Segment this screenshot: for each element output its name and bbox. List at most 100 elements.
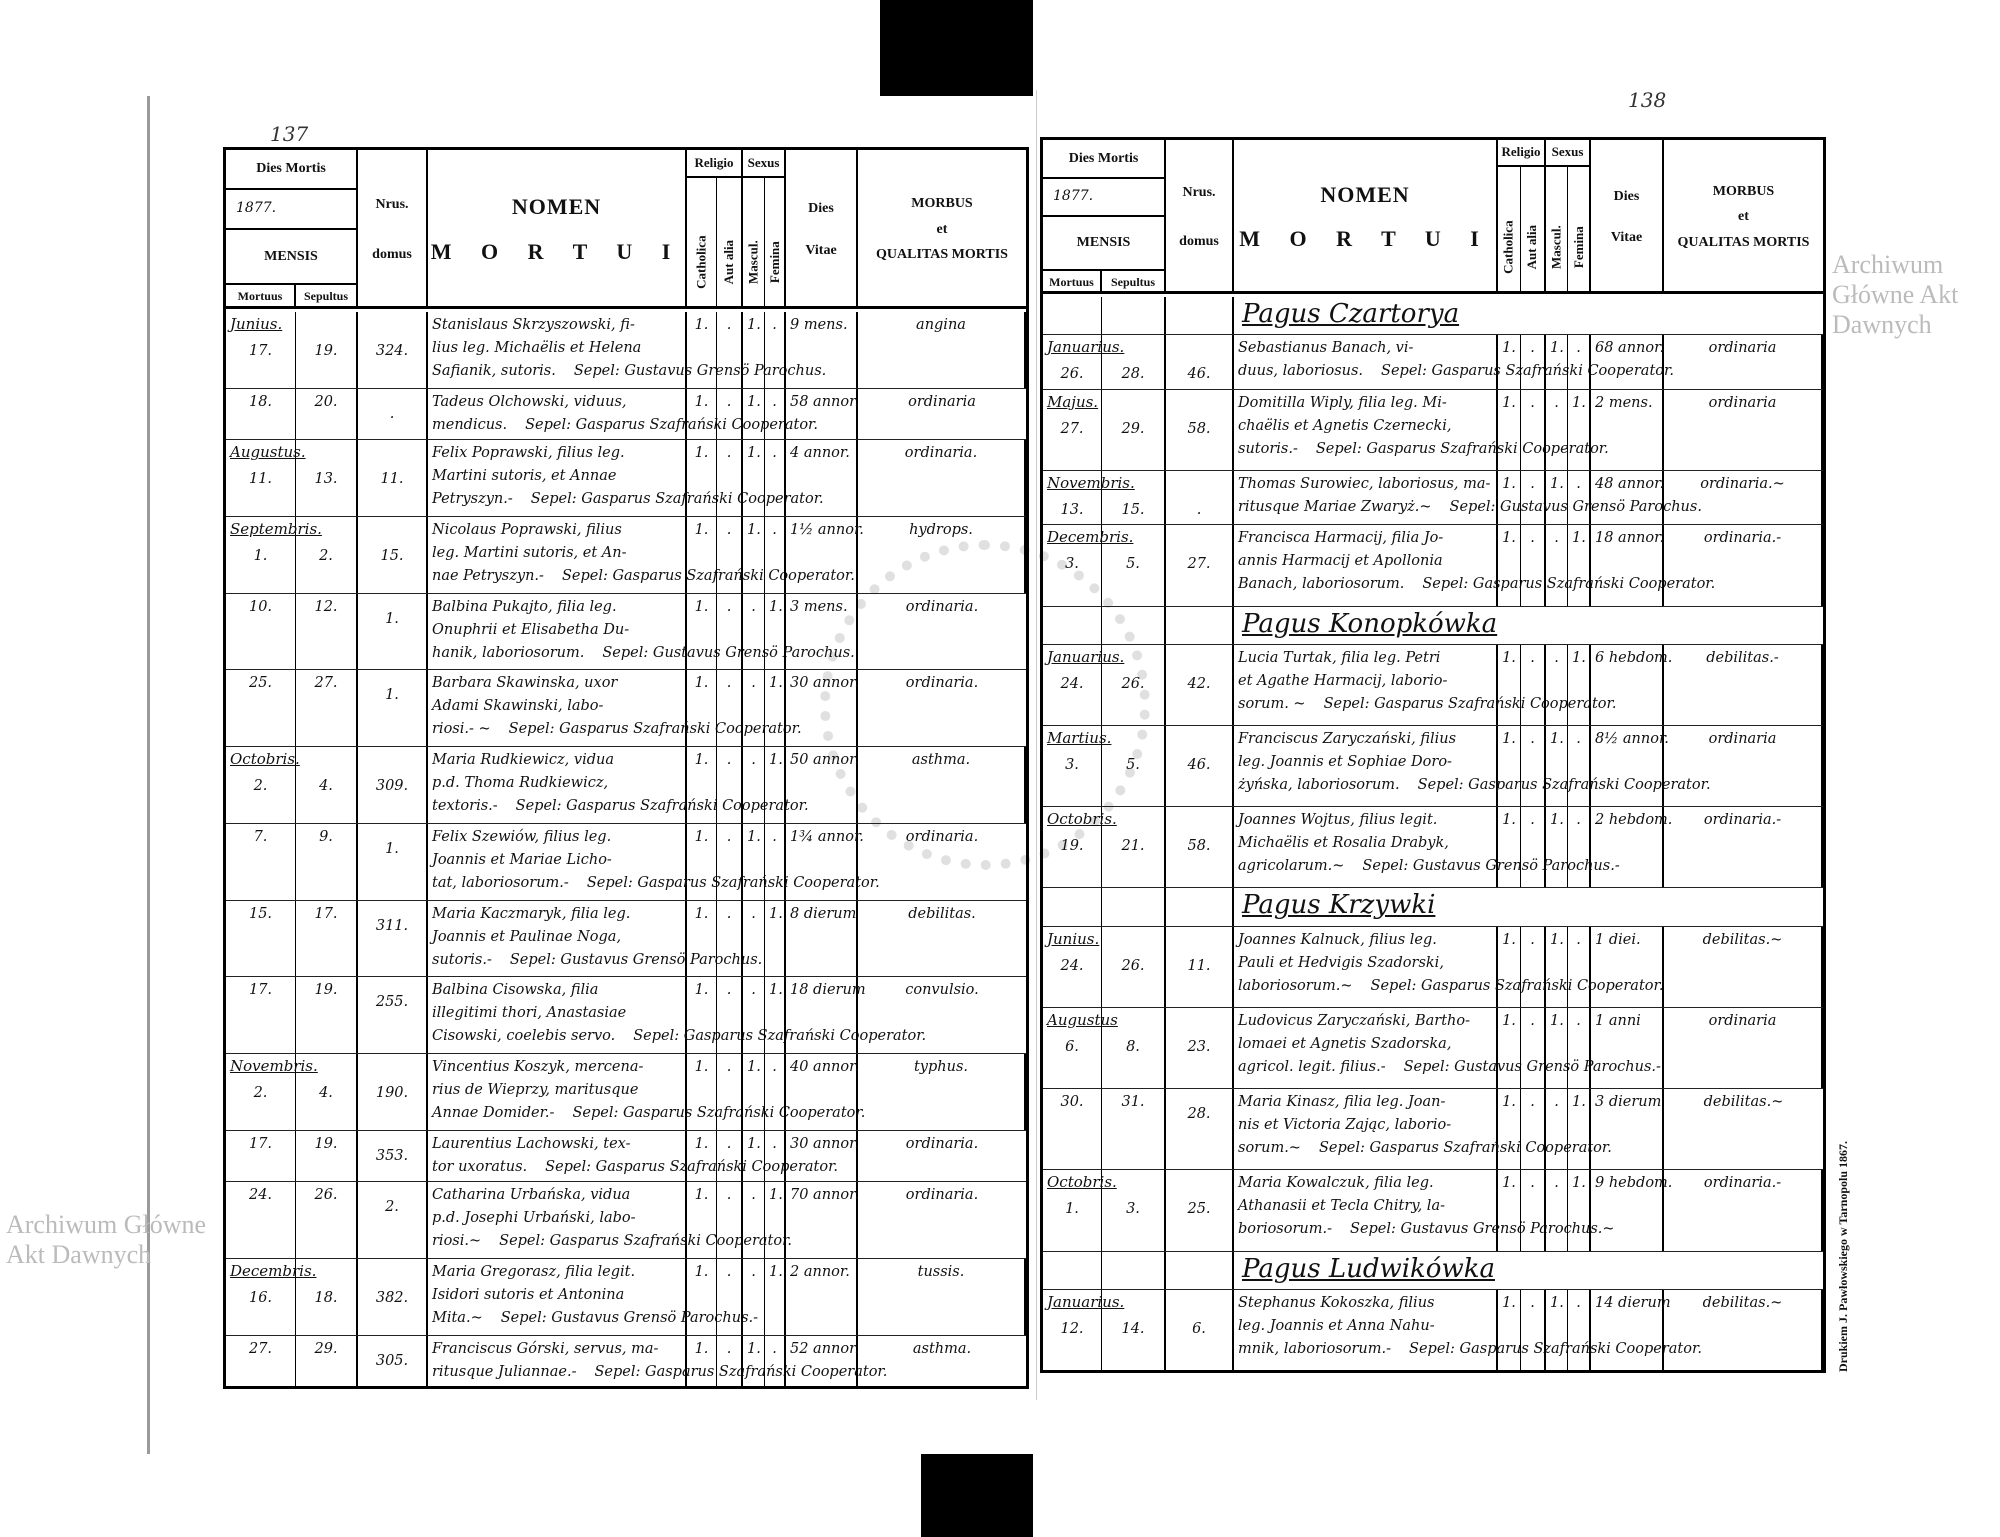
mortuus-day: 18.: [226, 388, 296, 440]
et-label: et: [936, 221, 948, 237]
cause-of-death: asthma.: [912, 1340, 972, 1357]
religion-other: .: [717, 440, 743, 516]
name-line: leg. Joannis et Sophiae Doro-: [1238, 754, 1452, 771]
religion-catholic: 1.: [687, 747, 717, 823]
cause-of-death: ordinaria.: [858, 440, 1026, 516]
cause-of-death: convulsio.: [905, 982, 979, 999]
register-entry: 17. 19. 324. Stanislaus Skrzyszowski, fi-li…: [226, 312, 1026, 389]
mortuus-day: 16.: [226, 1258, 296, 1335]
burial-note: Sepel: Gasparus Szafrański Cooperator.: [1318, 1140, 1612, 1157]
nomen-label: NOMEN: [511, 194, 602, 220]
mascul-label-cell: Mascul.: [1546, 167, 1568, 294]
burial-note: Sepel: Gasparus Szafrański Cooperator.: [1422, 576, 1716, 593]
name-line: Pauli et Hedvigis Szadorski,: [1238, 954, 1444, 971]
age-at-death: 30 annor.: [786, 1130, 859, 1182]
age-at-death: 6 hebdom.: [1591, 645, 1672, 726]
name-line: et Agathe Harmacij, laborio-: [1238, 673, 1448, 689]
archive-seal-watermark: [820, 540, 1150, 870]
religion-catholic: 1.: [687, 388, 717, 440]
cause-of-death: ordinaria.-: [1664, 525, 1823, 606]
religion-catholic: 1.: [1498, 926, 1521, 1008]
cause-of-death: tussis.: [858, 1258, 1026, 1335]
deceased-name: Catharina Urbańska, vidua p.d. Josephi Ur…: [428, 1182, 792, 1258]
name-line: Francisca Harmacij, filia Jo-: [1238, 530, 1444, 547]
name-line: Maria Rudkiewicz, vidua: [432, 752, 614, 769]
name-last-line: ritusque Mariae Zwaryż.~ Sepel: Gustavus …: [1238, 496, 1702, 519]
house-number: 190.: [358, 1053, 428, 1130]
deceased-name: Domitilla Wiply, filia leg. Mi-chaëlis e…: [1234, 389, 1609, 470]
name-line: p.d. Thoma Rudkiewicz,: [432, 775, 609, 792]
name-line: Joannis et Mariae Licho-: [432, 851, 612, 868]
sex-female: 1.: [765, 593, 786, 670]
cause-of-death: ordinaria.-: [1664, 1170, 1823, 1251]
sex-female: .: [1568, 926, 1591, 1008]
nrus-domus-header: Nrus. domus: [358, 150, 428, 309]
name-line: Felix Poprawski, filius leg.: [432, 445, 625, 462]
religion-other: .: [1521, 1170, 1546, 1251]
sex-male: 1.: [743, 312, 765, 388]
mortuus-day: 2.: [226, 747, 296, 823]
mortuus-day: 19.: [1043, 807, 1102, 888]
religion-other: .: [1521, 726, 1546, 807]
sex-male: .: [1546, 1089, 1568, 1170]
nomen-mortui-header: NOMEN M O R T U I: [1234, 140, 1498, 294]
blank-cell: [1043, 888, 1102, 926]
register-entry: 24. 26. 11. Joannes Kalnuck, filius leg. Pau…: [1043, 926, 1823, 1009]
name-line: Maria Kaczmaryk, filia leg.: [432, 905, 631, 922]
register-entry: 2. 4. 309. Maria Rudkiewicz, vidua p.d. Thom…: [226, 747, 1026, 824]
sex-female: 1.: [1568, 1089, 1591, 1170]
register-entry: 1. 2. 15. Nicolaus Poprawski, filius leg. Ma…: [226, 516, 1026, 594]
religion-other: .: [1521, 1089, 1546, 1170]
register-entry: 6. 8. 23. Ludovicus Zaryczański, Bartho-lom…: [1043, 1008, 1823, 1090]
burial-note: Sepel: Gasparus Szafrański Cooperator.: [515, 798, 809, 815]
sex-female: .: [1568, 807, 1591, 888]
house-number: 1.: [358, 823, 428, 900]
age-at-death: 1 diei.: [1591, 926, 1664, 1008]
table-header: Dies Mortis 1877. MENSIS Mortuus Sepultus Nru…: [1043, 140, 1823, 294]
religion-catholic: 1.: [687, 670, 717, 747]
burial-note: Sepel: Gasparus Szafrański Cooperator.: [1409, 1340, 1702, 1357]
house-number: 1.: [358, 593, 428, 670]
sex-male: 1.: [1546, 471, 1568, 525]
religion-catholic: 1.: [687, 1335, 717, 1387]
burial-note: Sepel: Gasparus Szafrański Cooperator.: [586, 874, 880, 891]
name-line: agricol. legit. filius.-: [1238, 1059, 1386, 1076]
right-register-table: Dies Mortis 1877. MENSIS Mortuus Sepultus Nru…: [1040, 137, 1826, 1373]
name-line: Isidori sutoris et Antonina: [432, 1286, 625, 1303]
name-line: Balbina Cisowska, filia: [432, 982, 599, 999]
burial-note: Sepel: Gasparus Szafrański Cooperator.: [530, 491, 824, 508]
name-line: Stanislaus Skrzyszowski, fi-: [432, 317, 635, 333]
religion-other: .: [1521, 471, 1546, 525]
femina-label: Femina: [766, 240, 782, 283]
name-line: żyńska, laboriosorum.: [1238, 777, 1400, 794]
burial-note: Sepel: Gasparus Szafrański Cooperator.: [1417, 777, 1711, 794]
mascul-label: Mascul.: [1548, 224, 1564, 269]
catholica-label-cell: Catholica: [687, 178, 717, 309]
sepultus-day: 5.: [1102, 726, 1166, 807]
name-line: sorum. ~: [1238, 696, 1306, 712]
religion-other: .: [717, 823, 743, 900]
religion-other: .: [717, 312, 743, 388]
deceased-name: Vincentius Koszyk, mercena-rius de Wiepr…: [428, 1053, 865, 1130]
name-line: Martini sutoris, et Annae: [432, 468, 617, 485]
name-line: rius de Wieprzy, maritusque: [432, 1081, 639, 1098]
sex-female: .: [765, 1335, 786, 1387]
section-title: Pagus Konopkówka: [1242, 608, 1498, 639]
blank-cell: [1166, 1251, 1234, 1289]
month-label: Augustus: [1047, 1011, 1118, 1030]
name-line: riosi.~: [432, 1233, 482, 1250]
section-title: Pagus Czartorya: [1242, 299, 1460, 329]
name-line: mendicus.: [432, 416, 508, 433]
sex-female: .: [765, 440, 786, 516]
religion-other: .: [717, 388, 743, 440]
domus-label: domus: [1179, 234, 1219, 249]
mortui-label: M O R T U I: [1239, 226, 1491, 251]
sex-male: .: [743, 900, 765, 977]
mensis-label: MENSIS: [1043, 217, 1166, 271]
name-line: Laurentius Lachowski, tex-: [432, 1135, 631, 1152]
religion-catholic: 1.: [687, 312, 717, 388]
cause-of-death: ordinaria: [1664, 335, 1823, 389]
deceased-name: Franciscus Zaryczański, filius leg. Joann…: [1234, 726, 1711, 807]
name-line: Cisowski, coelebis servo.: [432, 1028, 616, 1045]
sex-male: 1.: [1546, 926, 1568, 1008]
